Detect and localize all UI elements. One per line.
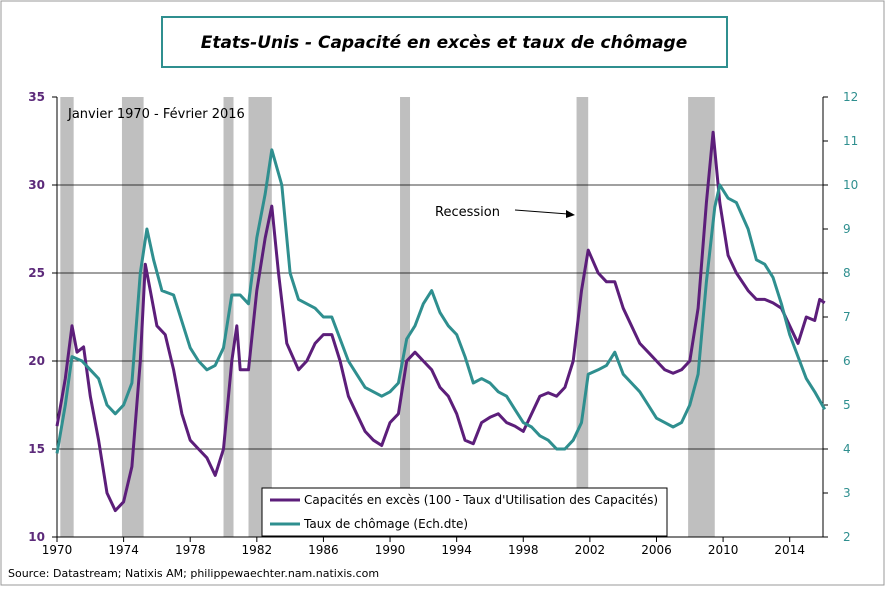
y2-tick-label: 9 [843, 222, 851, 236]
x-tick-label: 1978 [175, 543, 206, 557]
subtitle: Janvier 1970 - Février 2016 [67, 107, 245, 122]
y2-tick-label: 6 [843, 354, 851, 368]
x-tick-label: 1994 [441, 543, 472, 557]
x-tick-label: 1990 [375, 543, 406, 557]
legend-label: Capacités en excès (100 - Taux d'Utilisa… [304, 493, 658, 507]
legend-label: Taux de chômage (Ech.dte) [303, 517, 468, 531]
y2-tick-label: 10 [843, 178, 858, 192]
x-tick-label: 1982 [242, 543, 273, 557]
x-tick-label: 2010 [708, 543, 739, 557]
recession-band [121, 97, 144, 537]
recession-band [248, 97, 272, 537]
y2-tick-label: 8 [843, 266, 851, 280]
y-tick-label: 20 [28, 354, 45, 368]
y2-tick-label: 5 [843, 398, 851, 412]
legend: Capacités en excès (100 - Taux d'Utilisa… [261, 487, 668, 537]
series-line [55, 130, 826, 513]
annotation: Recession [435, 205, 500, 220]
title-box [161, 16, 728, 68]
y-tick-label: 15 [28, 442, 45, 456]
recession-band [60, 97, 74, 537]
y-tick-label: 10 [28, 530, 45, 544]
x-tick-label: 2006 [641, 543, 672, 557]
recession-band [576, 97, 589, 537]
x-tick-label: 1998 [508, 543, 539, 557]
annotation-arrow [514, 209, 569, 215]
x-tick-label: 2002 [575, 543, 606, 557]
y-tick-label: 30 [28, 178, 45, 192]
y-tick-label: 25 [28, 266, 45, 280]
series-line [55, 148, 827, 454]
y2-tick-label: 12 [843, 90, 858, 104]
legend-box [261, 487, 668, 537]
y2-tick-label: 3 [843, 486, 851, 500]
y2-tick-label: 11 [843, 134, 858, 148]
y2-tick-label: 4 [843, 442, 851, 456]
x-tick-label: 1986 [308, 543, 339, 557]
recession-band [400, 97, 411, 537]
x-tick-label: 1974 [108, 543, 139, 557]
source: Source: Datastream; Natixis AM; philippe… [8, 567, 379, 580]
y-tick-label: 35 [28, 90, 45, 104]
y2-tick-label: 2 [843, 530, 851, 544]
plot: 10 15 20 25 30 35 2 3 4 5 6 7 8 9 10 11 12 1970 1974 1978 19… [28, 90, 858, 557]
arrow-head [566, 210, 575, 218]
y2-tick-label: 7 [843, 310, 851, 324]
x-tick-label: 2014 [774, 543, 805, 557]
chart-title: Etats-Unis - Capacité en excès et taux d… [201, 33, 688, 53]
x-tick-label: 1970 [42, 543, 73, 557]
